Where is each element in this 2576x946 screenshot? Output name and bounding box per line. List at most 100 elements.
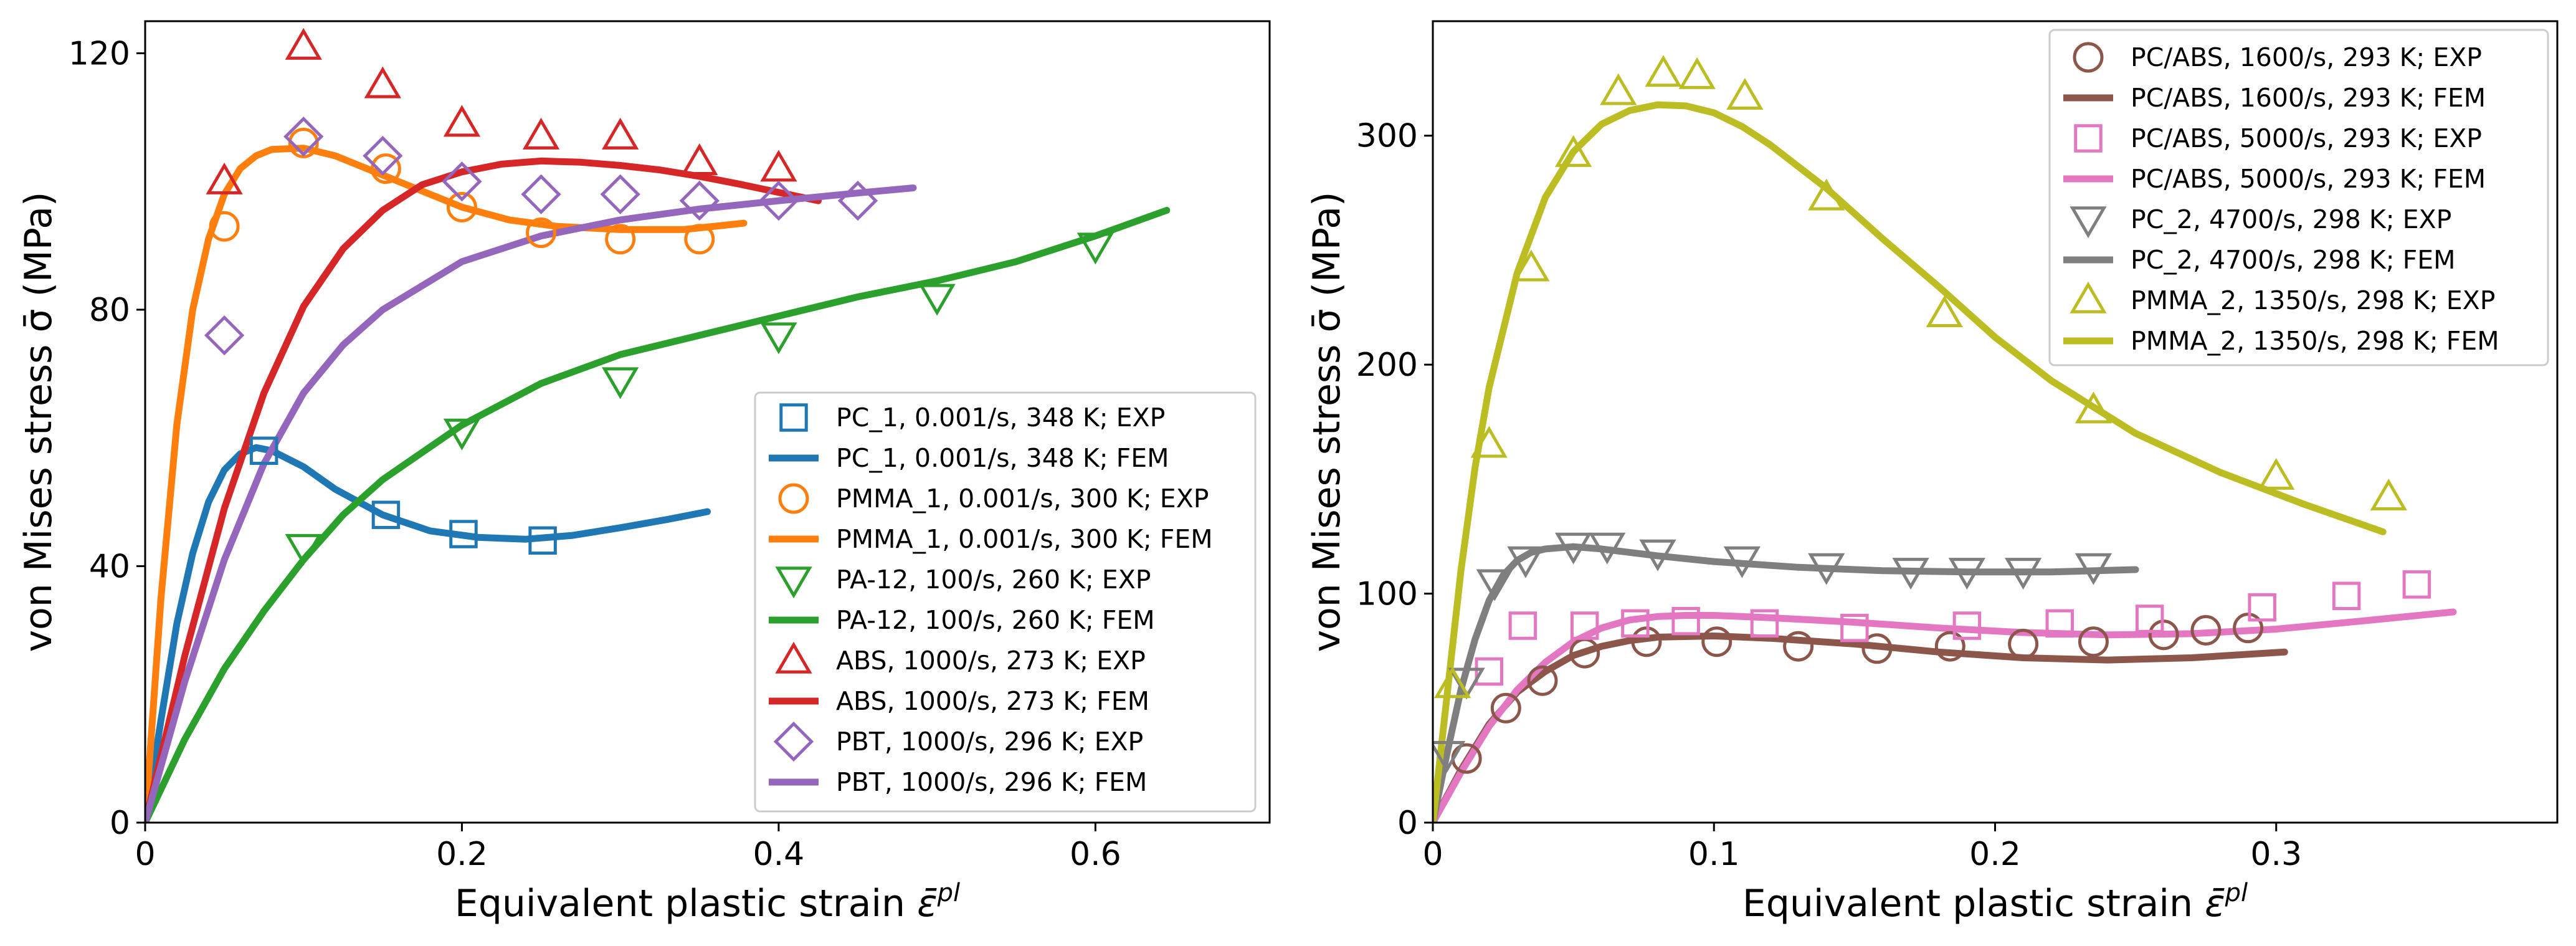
data-point-pc-2-4700-s-298-k-exp: [1554, 532, 1592, 565]
legend: PC/ABS, 1600/s, 293 K; EXP PC/ABS, 1600/s…: [2048, 29, 2549, 366]
legend-label: PBT, 1000/s, 296 K; EXP: [836, 727, 1143, 757]
y-tick-label: 0: [110, 805, 130, 842]
legend-marker-pc-1-0-001-s-348-k-exp: [779, 403, 808, 432]
legend-marker-abs-1000-s-273-k-exp: [775, 641, 812, 674]
legend-marker-pa-12-100-s-260-k-exp: [775, 566, 812, 599]
data-point-pc-2-4700-s-298-k-exp: [1723, 546, 1761, 578]
data-point-pmma-1-0-001-s-300-k-exp: [684, 224, 715, 255]
data-point-pc-abs-5000-s-293-k-exp: [1750, 609, 1779, 638]
data-point-pbt-1000-s-296-k-exp: [363, 135, 403, 176]
data-point-pc-abs-1600-s-293-k-exp: [1527, 665, 1558, 696]
x-tick-label: 0.4: [753, 836, 805, 873]
x-tick-label: 0.6: [1070, 836, 1121, 873]
data-point-pc-1-0-001-s-348-k-exp: [249, 436, 278, 466]
legend-label: PC/ABS, 1600/s, 293 K; EXP: [2131, 42, 2482, 72]
data-point-pbt-1000-s-296-k-exp: [758, 180, 799, 221]
data-point-pmma-2-1350-s-298-k-exp: [2258, 457, 2295, 490]
series-line-pa-12-100-s-260-k-fem: [145, 207, 1171, 823]
data-point-pmma-2-1350-s-298-k-exp: [1513, 249, 1550, 282]
data-point-pc-2-4700-s-298-k-exp: [1639, 539, 1676, 571]
data-point-pbt-1000-s-296-k-exp: [283, 117, 324, 157]
data-point-pc-2-4700-s-298-k-exp: [1507, 546, 1544, 578]
x-tick-label: 0.2: [436, 836, 488, 873]
x-tick-label: 0: [1422, 836, 1443, 873]
data-point-pc-abs-1600-s-293-k-exp: [1783, 631, 1814, 662]
y-tick-label: 120: [69, 35, 130, 72]
data-point-pmma-2-1350-s-298-k-exp: [1554, 135, 1592, 167]
y-axis-label: von Mises stress σ̄ (MPa): [1305, 192, 1349, 652]
legend-marker-pbt-1000-s-296-k-exp: [773, 721, 814, 762]
legend-box: [754, 391, 1257, 813]
x-tick-label: 0.3: [2250, 836, 2302, 873]
data-point-pbt-1000-s-296-k-exp: [679, 180, 720, 221]
data-point-pc-abs-5000-s-293-k-exp: [1840, 613, 1869, 643]
data-point-pc-2-4700-s-298-k-exp: [1948, 558, 1986, 590]
data-point-pc-abs-5000-s-293-k-exp: [1508, 611, 1538, 640]
data-point-pbt-1000-s-296-k-exp: [442, 161, 482, 202]
data-point-pbt-1000-s-296-k-exp: [204, 315, 245, 356]
y-tick-label: 40: [89, 548, 130, 585]
legend-label: PMMA_1, 0.001/s, 300 K; FEM: [836, 524, 1213, 554]
plot-data: [145, 27, 1171, 823]
legend-marker-pc-2-4700-s-298-k-exp: [2070, 206, 2107, 239]
y-tick-label: 80: [89, 292, 130, 329]
data-point-pmma-2-1350-s-298-k-exp: [1470, 426, 1508, 458]
data-point-pmma-1-0-001-s-300-k-exp: [446, 191, 477, 222]
legend-label: PC/ABS, 1600/s, 293 K; FEM: [2131, 83, 2486, 113]
x-axis-label: Equivalent plastic strain ε̄pl: [1742, 879, 2248, 925]
data-point-pc-abs-5000-s-293-k-exp: [2248, 593, 2276, 622]
data-point-pc-2-4700-s-298-k-exp: [2004, 558, 2042, 590]
legend-label: ABS, 1000/s, 273 K; EXP: [836, 646, 1146, 676]
data-point-pc-2-4700-s-298-k-exp: [1589, 532, 1626, 565]
data-point-pmma-2-1350-s-298-k-exp: [2370, 478, 2407, 510]
right-chart: 0 0.1 0.2 0.3 0 100 200 300 Equivalent plastic s…: [1305, 20, 2559, 925]
data-point-pmma-2-1350-s-298-k-exp: [1926, 295, 1963, 328]
data-point-pa-12-100-s-260-k-exp: [918, 284, 956, 316]
legend-label: PA-12, 100/s, 260 K; FEM: [836, 605, 1155, 635]
data-point-pa-12-100-s-260-k-exp: [285, 533, 322, 566]
plot-data: [1433, 55, 2457, 823]
legend-label: PC/ABS, 5000/s, 293 K; EXP: [2131, 123, 2482, 153]
data-point-pc-1-0-001-s-348-k-exp: [528, 526, 557, 555]
y-tick-label: 100: [1356, 576, 1418, 613]
data-point-pc-2-4700-s-298-k-exp: [1808, 553, 1845, 585]
legend-label: ABS, 1000/s, 273 K; FEM: [836, 686, 1149, 716]
data-point-pc-abs-1600-s-293-k-exp: [1934, 631, 1965, 662]
x-tick-label: 0.1: [1688, 836, 1740, 873]
legend-marker-pc-abs-1600-s-293-k-exp: [2073, 42, 2104, 73]
data-point-pmma-1-0-001-s-300-k-exp: [605, 224, 636, 255]
data-point-pmma-1-0-001-s-300-k-exp: [526, 217, 557, 249]
data-point-pa-12-100-s-260-k-exp: [760, 322, 797, 355]
legend-marker-pmma-1-0-001-s-300-k-exp: [778, 483, 809, 514]
plot-frame: [144, 20, 1271, 824]
legend: PC_1, 0.001/s, 348 K; EXP PC_1, 0.001/s, …: [754, 391, 1257, 813]
x-tick-label: 0: [135, 836, 155, 873]
data-point-pmma-2-1350-s-298-k-exp: [1678, 57, 1716, 89]
data-point-pc-abs-1600-s-293-k-exp: [2078, 626, 2109, 657]
data-point-pc-abs-5000-s-293-k-exp: [1621, 609, 1650, 638]
series-line-pbt-1000-s-296-k-fem: [145, 184, 917, 823]
data-point-abs-1000-s-273-k-exp: [364, 66, 401, 98]
legend-label: PC_1, 0.001/s, 348 K; EXP: [836, 403, 1165, 432]
legend-label: PC_2, 4700/s, 298 K; EXP: [2131, 204, 2451, 234]
series-line-pmma-1-0-001-s-300-k-fem: [145, 145, 748, 823]
data-point-pc-abs-5000-s-293-k-exp: [1671, 606, 1700, 636]
data-point-abs-1000-s-273-k-exp: [602, 117, 639, 150]
legend-label: PMMA_2, 1350/s, 298 K; EXP: [2131, 285, 2496, 315]
data-point-pmma-1-0-001-s-300-k-exp: [288, 127, 319, 158]
y-tick-label: 200: [1356, 346, 1418, 384]
legend-label: PMMA_1, 0.001/s, 300 K; EXP: [836, 484, 1209, 514]
data-point-pmma-2-1350-s-298-k-exp: [1600, 73, 1637, 105]
data-point-pc-abs-5000-s-293-k-exp: [1570, 611, 1599, 640]
y-tick-label: 0: [1397, 805, 1418, 842]
data-point-pmma-2-1350-s-298-k-exp: [1645, 55, 1682, 87]
data-point-pmma-2-1350-s-298-k-exp: [1726, 77, 1764, 110]
data-point-abs-1000-s-273-k-exp: [285, 27, 322, 60]
data-point-pc-abs-5000-s-293-k-exp: [2332, 581, 2361, 610]
data-point-pc-1-0-001-s-348-k-exp: [449, 520, 478, 548]
legend-label: PC/ABS, 5000/s, 293 K; FEM: [2131, 164, 2486, 194]
legend-label: PMMA_2, 1350/s, 298 K; FEM: [2131, 326, 2499, 356]
legend-marker-pmma-2-1350-s-298-k-exp: [2070, 281, 2107, 313]
legend-label: PA-12, 100/s, 260 K; EXP: [836, 565, 1151, 595]
data-point-pc-abs-5000-s-293-k-exp: [1952, 611, 1982, 640]
